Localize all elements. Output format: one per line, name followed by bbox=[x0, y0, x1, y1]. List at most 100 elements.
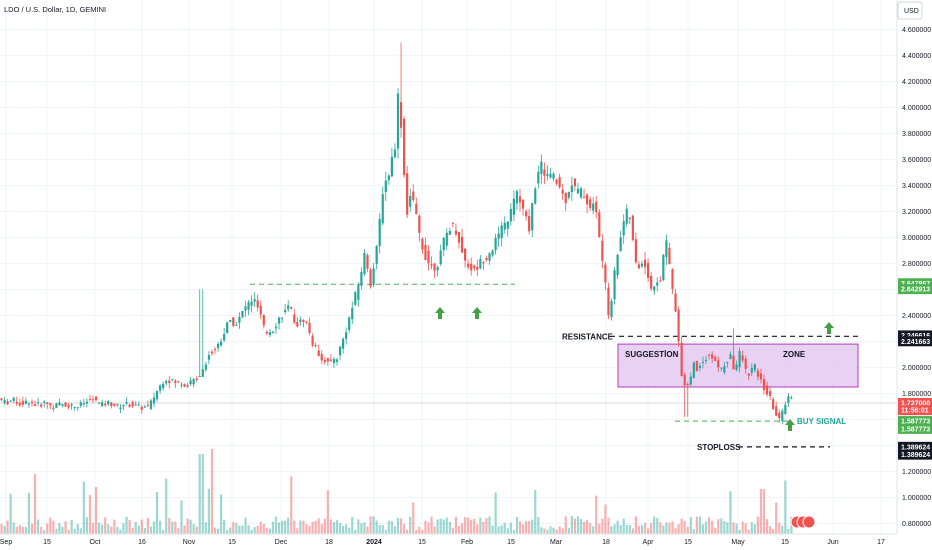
zone-label-left: SUGGESTİON bbox=[625, 350, 679, 359]
candle-body bbox=[433, 263, 436, 271]
candle-body bbox=[674, 293, 677, 312]
candle-body bbox=[104, 403, 107, 406]
candle-body bbox=[506, 221, 509, 229]
candle-body bbox=[177, 381, 180, 383]
volume-bar bbox=[256, 525, 259, 534]
candle-body bbox=[686, 383, 689, 386]
candle-body bbox=[399, 102, 403, 128]
candle-body bbox=[265, 331, 268, 334]
price-axis[interactable]: USD 0.8000001.0000001.2000001.4000001.60… bbox=[896, 0, 932, 534]
x-tick-label: Jun bbox=[827, 539, 838, 546]
volume-bar bbox=[171, 521, 174, 534]
candle-body bbox=[287, 305, 290, 310]
candle-body bbox=[256, 300, 259, 308]
volume-bar bbox=[613, 524, 616, 534]
volume-bar bbox=[58, 523, 61, 534]
candle-body bbox=[647, 263, 650, 278]
candle-body bbox=[52, 407, 55, 409]
buy-signal-label: BUY SIGNAL bbox=[797, 417, 846, 426]
volume-bar bbox=[55, 528, 58, 534]
volume-bar bbox=[195, 526, 198, 534]
candle-body bbox=[503, 222, 506, 230]
volume-bar bbox=[232, 522, 235, 534]
candle-body bbox=[744, 358, 747, 369]
candle-body bbox=[494, 238, 497, 251]
up-arrow-icon bbox=[435, 307, 445, 319]
volume-bar bbox=[427, 522, 430, 534]
volume-bar bbox=[131, 527, 134, 534]
candle-body bbox=[616, 254, 619, 276]
candle-body bbox=[756, 370, 759, 377]
grid-lines bbox=[0, 0, 897, 534]
candle-body bbox=[464, 248, 467, 261]
candle-body bbox=[564, 192, 567, 204]
y-tick-label: 4.400000 bbox=[902, 53, 931, 60]
x-tick-label: Oct bbox=[90, 539, 101, 546]
x-tick-label: 15 bbox=[228, 539, 236, 546]
price-badge bbox=[898, 278, 932, 289]
volume-bar bbox=[650, 523, 653, 534]
candle-body bbox=[662, 254, 665, 281]
volume-bar bbox=[15, 526, 18, 534]
candle-body bbox=[701, 361, 705, 363]
candle-body bbox=[540, 161, 543, 175]
price-badge-label: 1.727000 bbox=[901, 400, 930, 407]
candle-body bbox=[335, 359, 339, 362]
volume-bar bbox=[589, 523, 592, 534]
volume-bar bbox=[723, 521, 726, 534]
candle-body bbox=[226, 322, 229, 333]
stoploss-label: STOPLOSS bbox=[697, 443, 741, 452]
volume-bar bbox=[94, 486, 98, 534]
volume-bar bbox=[155, 492, 159, 534]
volume-bar bbox=[561, 528, 564, 534]
candle-body bbox=[650, 275, 653, 289]
volume-bar bbox=[772, 529, 775, 534]
volume-bar bbox=[113, 519, 116, 534]
volume-bar bbox=[317, 518, 320, 534]
candle-body bbox=[424, 244, 427, 260]
volume-bar bbox=[579, 519, 583, 534]
x-tick-label: Sep bbox=[0, 539, 12, 546]
candle-body bbox=[46, 402, 49, 405]
volume-bar bbox=[101, 524, 104, 534]
candle-body bbox=[762, 379, 766, 391]
candle-body bbox=[85, 401, 88, 404]
candle-body bbox=[418, 215, 421, 233]
candle-body bbox=[165, 381, 168, 384]
volume-bar bbox=[656, 517, 659, 534]
y-tick-label: 3.600000 bbox=[902, 157, 931, 164]
candle-body bbox=[204, 364, 207, 370]
candle-body bbox=[94, 396, 98, 400]
volume-bar bbox=[213, 527, 217, 534]
volume-bar bbox=[482, 521, 485, 534]
volume-bar bbox=[76, 523, 79, 534]
volume-bar bbox=[37, 519, 40, 534]
candle-body bbox=[711, 354, 714, 359]
volume-bar bbox=[165, 478, 168, 534]
candle-body bbox=[552, 173, 555, 179]
candle-body bbox=[342, 338, 345, 349]
currency-label[interactable]: USD bbox=[904, 8, 919, 15]
time-axis[interactable]: Sep 15 Oct 16 Nov 15 Dec 18 2024 15 Feb 15 Mar 18 Apr 1… bbox=[0, 533, 897, 546]
volume-bar bbox=[643, 522, 647, 534]
volume-bar bbox=[73, 528, 76, 534]
candle-body bbox=[467, 263, 470, 268]
candle-body bbox=[357, 284, 360, 300]
candle-body bbox=[314, 344, 317, 346]
volume-bar bbox=[85, 517, 88, 534]
volume-bar bbox=[521, 524, 525, 534]
volume-bar bbox=[738, 529, 741, 534]
volume-bar bbox=[308, 525, 311, 534]
volume-bar bbox=[677, 524, 680, 534]
event-icons[interactable] bbox=[790, 515, 816, 529]
volume-bar bbox=[277, 522, 281, 534]
volume-bar bbox=[348, 527, 351, 534]
candle-body bbox=[311, 335, 314, 346]
volume-bar bbox=[576, 516, 580, 534]
volume-bar bbox=[506, 528, 509, 534]
volume-bar bbox=[262, 523, 265, 534]
volume-bar bbox=[619, 525, 622, 534]
volume-bar bbox=[152, 521, 156, 534]
candle-body bbox=[601, 240, 604, 261]
